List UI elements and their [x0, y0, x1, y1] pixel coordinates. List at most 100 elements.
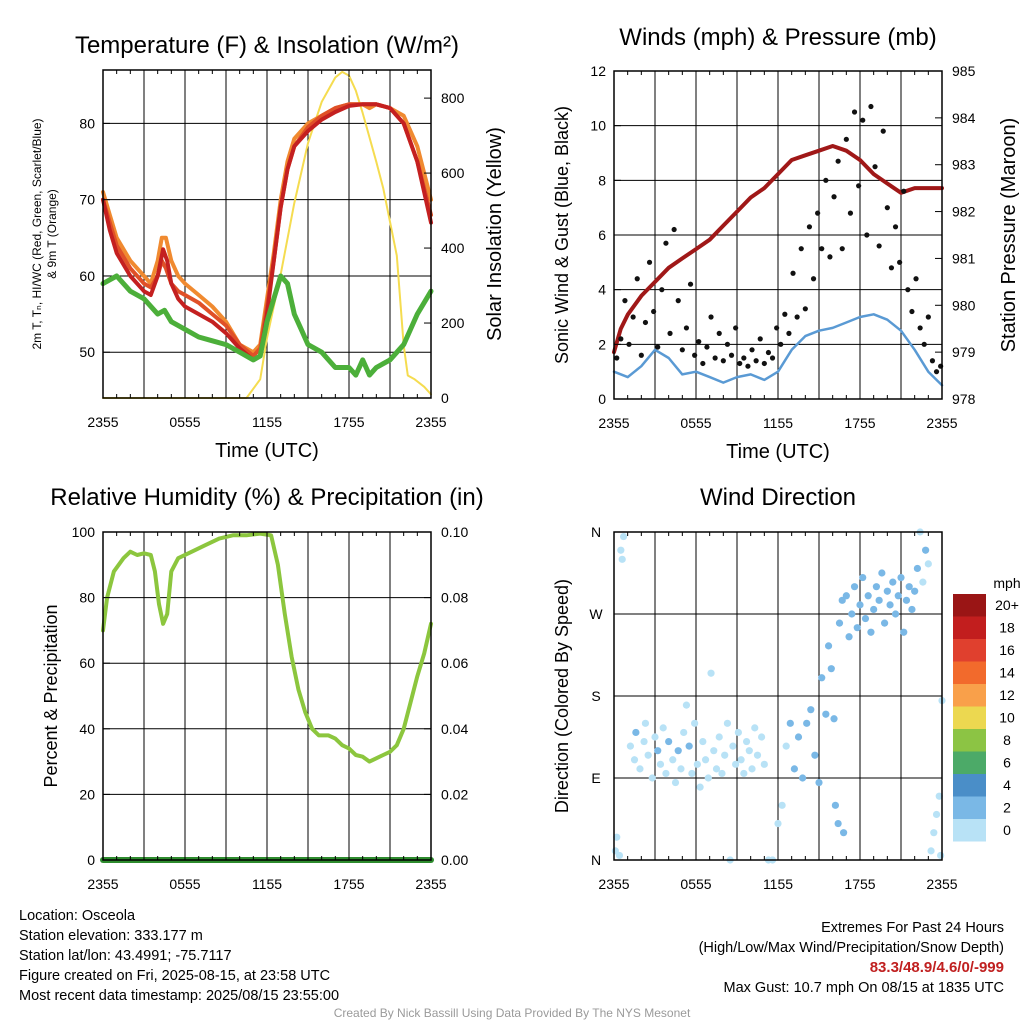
- colorbar-swatch: [953, 729, 986, 752]
- winds-gust-point: [683, 325, 690, 331]
- winds-gust-point: [790, 270, 796, 276]
- winds-gust-point: [720, 358, 726, 364]
- direction-xtick-label: 2355: [926, 876, 957, 892]
- temperature-y2tick-label: 800: [441, 90, 465, 106]
- winds-y2tick-label: 984: [952, 110, 976, 126]
- direction-point: [699, 737, 707, 746]
- winds-gust-point: [856, 183, 862, 189]
- direction-point: [878, 569, 886, 577]
- temperature-y2tick-label: 0: [441, 390, 449, 406]
- direction-point: [889, 578, 897, 586]
- direction-point: [872, 583, 881, 591]
- direction-title: Wind Direction: [700, 484, 856, 511]
- temperature-ylabel: & 9m T (Orange): [45, 189, 59, 279]
- direction-grid: [614, 532, 942, 860]
- direction-point: [927, 847, 935, 855]
- winds-gust-point: [888, 265, 895, 271]
- humidity-grid: [103, 532, 431, 860]
- humidity-y2tick-label: 0.00: [441, 852, 468, 868]
- winds-gust-point: [933, 369, 940, 375]
- winds-y2tick-label: 982: [952, 204, 976, 220]
- direction-point: [883, 587, 891, 595]
- direction-point: [671, 778, 680, 787]
- colorbar-swatch: [953, 639, 986, 662]
- winds-gust-point: [708, 314, 714, 320]
- humidity-ytick-label: 0: [87, 852, 95, 868]
- direction-point: [651, 733, 659, 741]
- temperature-xlabel: Time (UTC): [215, 440, 319, 462]
- winds-ytick-label: 10: [590, 118, 606, 134]
- colorbar-label: 12: [999, 687, 1015, 703]
- direction-point: [803, 719, 811, 727]
- direction-point: [845, 633, 853, 641]
- colorbar-swatch: [953, 751, 986, 774]
- winds-y2tick-label: 983: [952, 157, 976, 173]
- winds-gust-point: [901, 188, 907, 194]
- winds-gust-point: [786, 330, 792, 336]
- winds-series-line-1: [612, 144, 944, 355]
- direction-point: [626, 742, 635, 750]
- winds-gust-point: [909, 308, 915, 315]
- winds-series-line-0: [612, 313, 944, 387]
- winds-gust-point: [765, 349, 772, 356]
- direction-point: [905, 583, 913, 591]
- winds-gust-point: [860, 117, 866, 123]
- direction-point: [922, 546, 930, 554]
- humidity-y2tick-label: 0.04: [441, 721, 468, 737]
- winds-gust-point: [733, 325, 739, 331]
- temperature-xtick-label: 0555: [169, 414, 200, 430]
- winds-gust-point: [802, 306, 808, 312]
- direction-point: [886, 601, 894, 609]
- direction-point: [751, 724, 759, 732]
- direction-point: [680, 728, 688, 737]
- direction-point: [902, 596, 911, 604]
- winds-gust-point: [925, 314, 931, 320]
- colorbar-swatch: [953, 684, 986, 707]
- colorbar-swatch: [953, 661, 986, 684]
- max-gust: Max Gust: 10.7 mph On 08/15 at 1835 UTC: [723, 980, 1004, 996]
- direction-point: [669, 756, 677, 764]
- direction-point: [774, 819, 782, 828]
- winds-gust-point: [618, 336, 624, 342]
- direction-point: [930, 829, 938, 837]
- winds-ytick-label: 12: [590, 63, 606, 79]
- direction-point: [617, 546, 625, 554]
- direction-point: [831, 801, 840, 809]
- direction-xtick-label: 2355: [598, 876, 629, 892]
- temperature-y2tick-label: 600: [441, 165, 465, 181]
- direction-point: [881, 619, 889, 627]
- colorbar-swatch: [953, 616, 986, 639]
- extremes-values: 83.3/48.9/4.6/0/-999: [869, 959, 1004, 976]
- winds-gust-point: [679, 347, 685, 353]
- colorbar-label: 16: [999, 642, 1015, 658]
- direction-point: [758, 733, 766, 741]
- temperature-y2tick-label: 400: [441, 240, 465, 256]
- winds-gust-point: [806, 224, 813, 230]
- direction-point: [745, 747, 753, 755]
- humidity-title: Relative Humidity (%) & Precipitation (i…: [50, 484, 483, 511]
- direction-point: [701, 756, 710, 764]
- winds-gust-point: [815, 210, 821, 216]
- direction-point: [662, 769, 670, 778]
- direction-point: [659, 724, 667, 732]
- humidity-y2tick-label: 0.02: [441, 786, 468, 802]
- winds-y2tick-label: 981: [952, 250, 976, 266]
- direction-point: [696, 783, 704, 791]
- winds-y2tick-label: 979: [952, 344, 976, 360]
- winds-gust-point: [929, 358, 936, 364]
- direction-point: [827, 665, 835, 673]
- winds-xlabel: Time (UTC): [726, 441, 830, 463]
- humidity-ytick-label: 100: [72, 524, 96, 540]
- winds-ytick-label: 0: [598, 391, 606, 407]
- winds-gust-point: [880, 128, 886, 134]
- winds-y2tick-label: 980: [952, 297, 976, 313]
- humidity-y2tick-label: 0.10: [441, 524, 468, 540]
- colorbar-label: 6: [1003, 755, 1011, 771]
- temperature-xtick-label: 1755: [333, 414, 364, 430]
- direction-point: [908, 605, 916, 614]
- colorbar-label: 0: [1003, 822, 1011, 838]
- colorbar-label: 2: [1003, 800, 1011, 816]
- humidity-ytick-label: 20: [79, 786, 95, 802]
- direction-point: [740, 769, 748, 778]
- direction-point: [732, 760, 740, 768]
